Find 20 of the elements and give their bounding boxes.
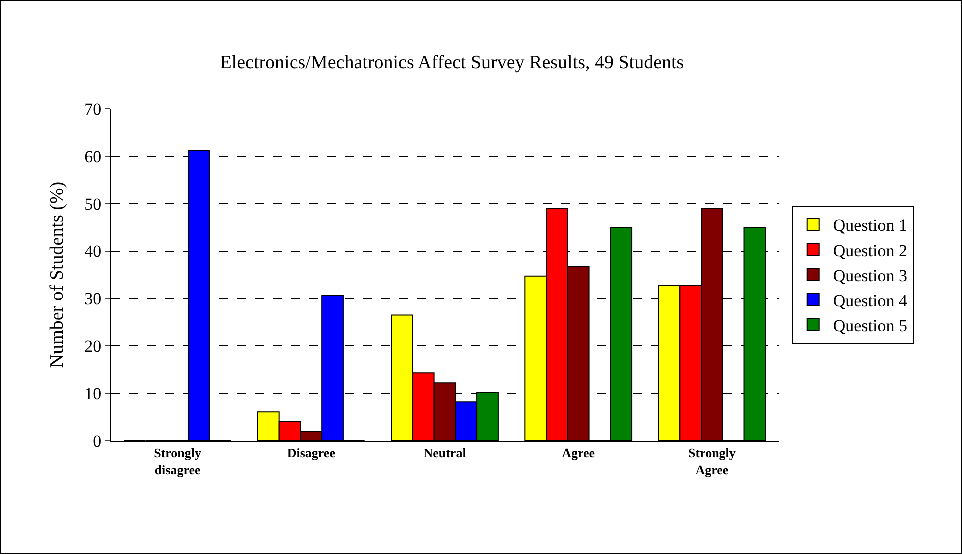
y-tick-label: 40 [84, 242, 102, 262]
y-tick-label: 70 [84, 100, 102, 119]
x-tick-label: Strongly Agree [688, 446, 736, 478]
legend-label: Question 1 [833, 216, 908, 236]
x-tick-label: Agree [562, 446, 596, 461]
legend-label: Question 2 [833, 241, 908, 260]
y-tick-label: 0 [93, 432, 102, 451]
chart-title: Electronics/Mechatronics Affect Survey Results, 49 Students [220, 52, 684, 74]
x-tick-label: Disagree [287, 446, 336, 461]
y-tick-label: 60 [84, 147, 102, 166]
x-tick-label: Neutral [424, 446, 467, 461]
y-tick-label: 20 [84, 337, 102, 356]
y-tick-label: 30 [84, 290, 102, 309]
y-axis-title: Number of Students (%) [47, 182, 68, 368]
y-tick-label: 10 [84, 384, 102, 404]
y-tick-label: 50 [84, 194, 102, 214]
legend-label: Question 4 [833, 291, 908, 310]
legend-label: Question 3 [833, 266, 908, 286]
legend-label: Question 5 [833, 316, 908, 336]
x-tick-label: Strongly disagree [154, 446, 202, 478]
